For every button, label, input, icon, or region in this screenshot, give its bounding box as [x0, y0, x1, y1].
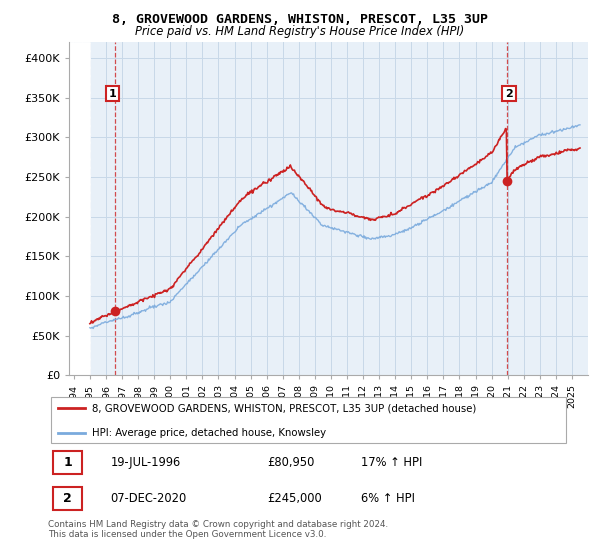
FancyBboxPatch shape	[53, 487, 82, 510]
Text: 1: 1	[109, 88, 116, 99]
Text: 1: 1	[63, 456, 72, 469]
Text: 2: 2	[505, 88, 513, 99]
Text: £245,000: £245,000	[267, 492, 322, 505]
Text: 6% ↑ HPI: 6% ↑ HPI	[361, 492, 415, 505]
Text: 19-JUL-1996: 19-JUL-1996	[110, 456, 181, 469]
Text: £80,950: £80,950	[267, 456, 314, 469]
Text: 8, GROVEWOOD GARDENS, WHISTON, PRESCOT, L35 3UP (detached house): 8, GROVEWOOD GARDENS, WHISTON, PRESCOT, …	[92, 403, 477, 413]
Text: 07-DEC-2020: 07-DEC-2020	[110, 492, 187, 505]
Text: 2: 2	[63, 492, 72, 505]
Text: Price paid vs. HM Land Registry's House Price Index (HPI): Price paid vs. HM Land Registry's House …	[136, 25, 464, 38]
FancyBboxPatch shape	[53, 451, 82, 474]
Text: HPI: Average price, detached house, Knowsley: HPI: Average price, detached house, Know…	[92, 428, 326, 437]
FancyBboxPatch shape	[50, 397, 566, 443]
Text: Contains HM Land Registry data © Crown copyright and database right 2024.
This d: Contains HM Land Registry data © Crown c…	[48, 520, 388, 539]
Text: 17% ↑ HPI: 17% ↑ HPI	[361, 456, 422, 469]
Text: 8, GROVEWOOD GARDENS, WHISTON, PRESCOT, L35 3UP: 8, GROVEWOOD GARDENS, WHISTON, PRESCOT, …	[112, 13, 488, 26]
Bar	[69, 42, 90, 375]
